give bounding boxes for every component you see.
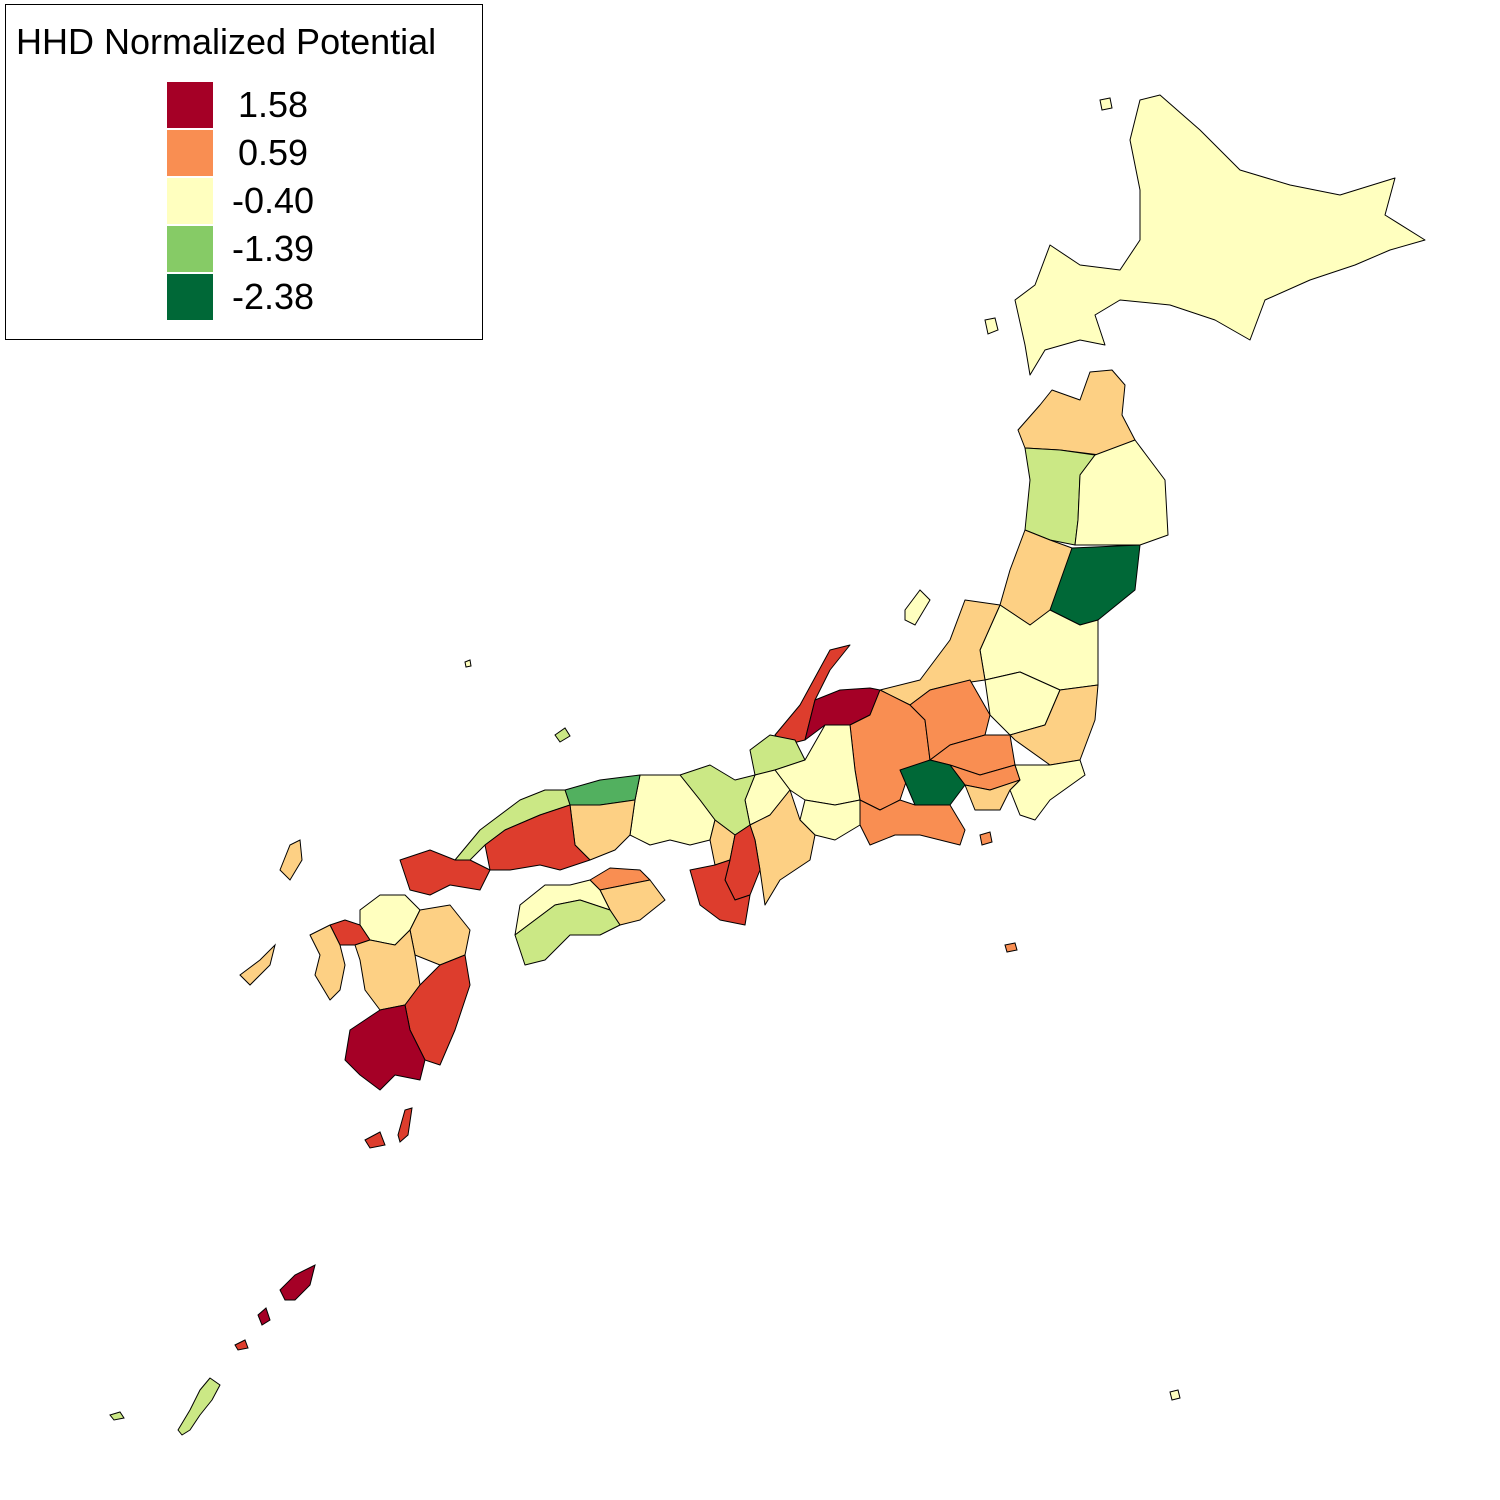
legend-label: -2.38	[231, 276, 315, 317]
island	[239, 943, 276, 986]
island	[397, 1107, 413, 1143]
island	[554, 727, 571, 743]
island	[984, 317, 999, 335]
legend-swatch	[167, 82, 213, 128]
region-kagoshima	[344, 1004, 426, 1091]
region-miyazaki	[404, 954, 471, 1066]
region-yamaguchi	[399, 849, 491, 896]
region-wakayama	[689, 859, 751, 926]
legend-item: -2.38	[167, 274, 467, 320]
legend-item: -1.39	[167, 226, 467, 272]
region-nagasaki	[309, 924, 346, 1001]
region-shizuoka	[859, 799, 966, 846]
legend-item: -0.40	[167, 178, 467, 224]
island	[1169, 1389, 1181, 1401]
region-oita	[409, 904, 471, 966]
legend-label: -0.40	[231, 180, 315, 221]
island	[464, 659, 472, 668]
island	[364, 1131, 386, 1149]
legend-label: -1.39	[231, 228, 315, 269]
region-okinawa	[177, 1377, 221, 1436]
region-gunma	[909, 679, 991, 761]
region-gifu	[774, 724, 861, 806]
region-hiroshima	[484, 804, 591, 871]
island	[257, 1307, 271, 1326]
legend-label: 0.59	[237, 132, 309, 173]
island	[279, 1264, 316, 1301]
legend: HHD Normalized Potential 1.58 0.59 -0.40…	[5, 4, 483, 340]
region-aomori	[1017, 369, 1136, 456]
island	[1004, 942, 1018, 953]
legend-swatch	[167, 274, 213, 320]
small-islands	[109, 97, 1181, 1421]
island	[979, 831, 993, 846]
island	[109, 1411, 125, 1421]
legend-swatch	[167, 226, 213, 272]
island	[279, 839, 303, 881]
island	[234, 1339, 249, 1351]
legend-item: 1.58	[167, 82, 467, 128]
legend-title: HHD Normalized Potential	[16, 21, 437, 62]
prefecture-regions	[177, 94, 1426, 1436]
island	[904, 589, 931, 626]
region-chiba	[1009, 759, 1086, 821]
region-kochi	[514, 899, 621, 966]
legend-swatch	[167, 178, 213, 224]
region-hokkaido	[1014, 94, 1426, 376]
legend-item: 0.59	[167, 130, 467, 176]
legend-label: 1.58	[237, 84, 309, 125]
island	[1099, 97, 1113, 111]
region-kanagawa	[964, 779, 1021, 811]
legend-swatch	[167, 130, 213, 176]
